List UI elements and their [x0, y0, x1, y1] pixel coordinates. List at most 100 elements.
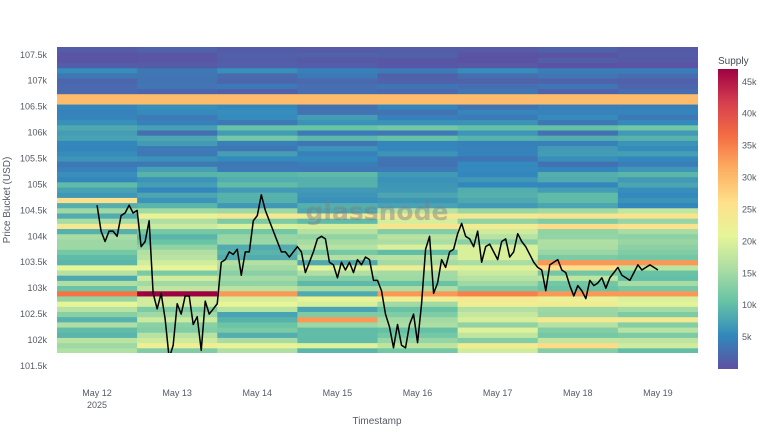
heatmap-cell	[297, 347, 379, 353]
heatmap-cell	[297, 161, 379, 167]
heatmap-cell	[217, 114, 298, 121]
heatmap-cell	[537, 306, 619, 313]
heatmap-cell	[377, 212, 459, 219]
heatmap-cell	[137, 290, 218, 297]
x-tick-label: May 14	[243, 388, 273, 398]
heatmap-cell	[377, 264, 459, 271]
heatmap-cell	[617, 280, 698, 287]
heatmap-cell	[457, 62, 539, 69]
heatmap-cell	[57, 332, 138, 338]
heatmap-cell	[537, 114, 619, 121]
heatmap-cell	[137, 244, 218, 250]
heatmap-cell	[617, 342, 698, 349]
heatmap-cell	[377, 197, 459, 204]
heatmap-cell	[457, 327, 539, 333]
heatmap-cell	[297, 342, 379, 349]
heatmap-cell	[377, 192, 459, 198]
heatmap-cell	[137, 254, 218, 261]
heatmap-cell	[57, 150, 138, 157]
heatmap-cell	[457, 337, 539, 344]
y-tick-label: 103k	[27, 283, 47, 293]
heatmap-cell	[137, 109, 218, 115]
heatmap-cell	[57, 124, 138, 131]
heatmap-cell	[457, 135, 539, 141]
y-tick-label: 103.5k	[20, 257, 48, 267]
heatmap-cell	[617, 145, 698, 152]
heatmap-cell	[537, 67, 619, 74]
heatmap-cell	[537, 316, 619, 323]
heatmap-cell	[137, 311, 218, 318]
heatmap-cell	[137, 233, 218, 240]
heatmap-cell	[377, 62, 459, 69]
heatmap-cell	[217, 270, 298, 276]
heatmap-cell	[297, 93, 379, 100]
heatmap-cell	[137, 347, 218, 353]
y-tick-label: 102k	[27, 335, 47, 345]
heatmap-cell	[617, 98, 698, 105]
heatmap-cell	[137, 223, 218, 230]
heatmap-cell	[377, 301, 459, 307]
heatmap-cell	[217, 285, 298, 292]
heatmap-cell	[137, 238, 218, 245]
heatmap-cell	[457, 228, 539, 235]
heatmap-cell	[537, 88, 619, 95]
heatmap-cell	[537, 280, 619, 287]
heatmap-cell	[617, 119, 698, 126]
heatmap-cell	[217, 88, 298, 95]
heatmap-cell	[457, 259, 539, 266]
heatmap-cell	[137, 57, 218, 64]
heatmap-cell	[217, 145, 298, 152]
heatmap-cell	[457, 161, 539, 167]
heatmap-cell	[217, 259, 298, 266]
heatmap-cell	[457, 238, 539, 245]
x-axis-title: Timestamp	[352, 416, 402, 427]
colorbar: Supply 5k 10k 15k 20k 25k 30k 35k 40k 45k	[718, 56, 757, 369]
heatmap-cell	[537, 57, 619, 64]
heatmap-cell	[377, 109, 459, 115]
heatmap-cell	[537, 187, 619, 193]
heatmap-cell	[377, 140, 459, 147]
heatmap-cell	[297, 280, 379, 287]
heatmap-cell	[297, 337, 379, 344]
x-tick-label: May 13	[162, 388, 192, 398]
heatmap-cell	[57, 259, 138, 266]
heatmap-cell	[137, 306, 218, 313]
heatmap-cell	[57, 244, 138, 250]
heatmap-cell	[217, 290, 298, 297]
y-tick-label: 107k	[27, 76, 47, 86]
heatmap-cell	[537, 124, 619, 131]
heatmap-cell	[217, 321, 298, 328]
heatmap-cell	[57, 337, 138, 344]
heatmap-cell	[137, 332, 218, 338]
heatmap-cell	[617, 176, 698, 183]
heatmap-cell	[617, 88, 698, 95]
heatmap-cell	[617, 171, 698, 178]
heatmap-cell	[617, 249, 698, 255]
heatmap-cell	[217, 342, 298, 349]
x-tick-label: May 15	[323, 388, 353, 398]
heatmap-cell	[137, 321, 218, 328]
heatmap-cell	[377, 67, 459, 74]
heatmap-cell	[297, 233, 379, 240]
heatmap-cell	[617, 155, 698, 162]
heatmap-cell	[57, 129, 138, 136]
heatmap-cell	[137, 181, 218, 188]
heatmap-cell	[457, 72, 539, 79]
heatmap-cell	[377, 259, 459, 266]
heatmap-cell	[217, 62, 298, 69]
heatmap-cell	[217, 264, 298, 271]
heatmap-cell	[217, 244, 298, 250]
heatmap-cell	[57, 119, 138, 126]
heatmap-cell	[377, 161, 459, 167]
heatmap-cell	[457, 197, 539, 204]
heatmap-cell	[137, 72, 218, 79]
heatmap-cell	[217, 202, 298, 209]
heatmap-cell	[617, 285, 698, 292]
heatmap-cell	[57, 67, 138, 74]
heatmap-cell	[537, 93, 619, 100]
heatmap-cell	[617, 150, 698, 157]
heatmap-cell	[537, 62, 619, 69]
heatmap-cell	[297, 207, 379, 214]
heatmap-cell	[457, 155, 539, 162]
heatmap-cell	[57, 347, 138, 353]
